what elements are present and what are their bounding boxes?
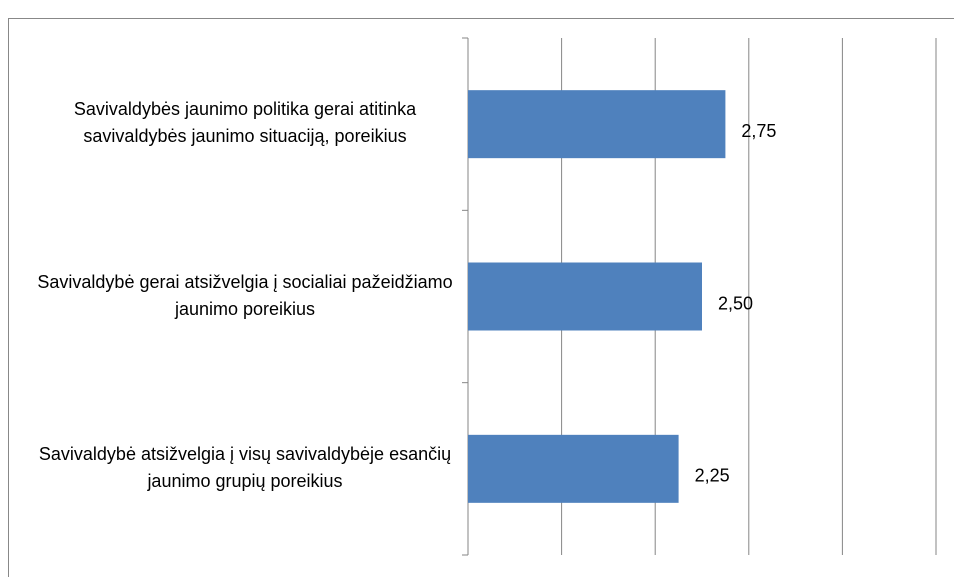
bar: [468, 434, 679, 503]
bar: [468, 262, 702, 331]
data-label: 2,75: [741, 121, 776, 141]
y-tick-label: Savivaldybė gerai atsižvelgia į socialia…: [37, 271, 453, 319]
data-label: 2,25: [695, 466, 730, 486]
chart-frame: [8, 18, 954, 577]
y-tick-label: Savivaldybės jaunimo politika gerai atit…: [73, 99, 417, 147]
data-label: 2,50: [718, 293, 753, 313]
y-tick-label: Savivaldybė atsižvelgia į visų savivaldy…: [38, 443, 452, 491]
bar: [468, 90, 726, 159]
